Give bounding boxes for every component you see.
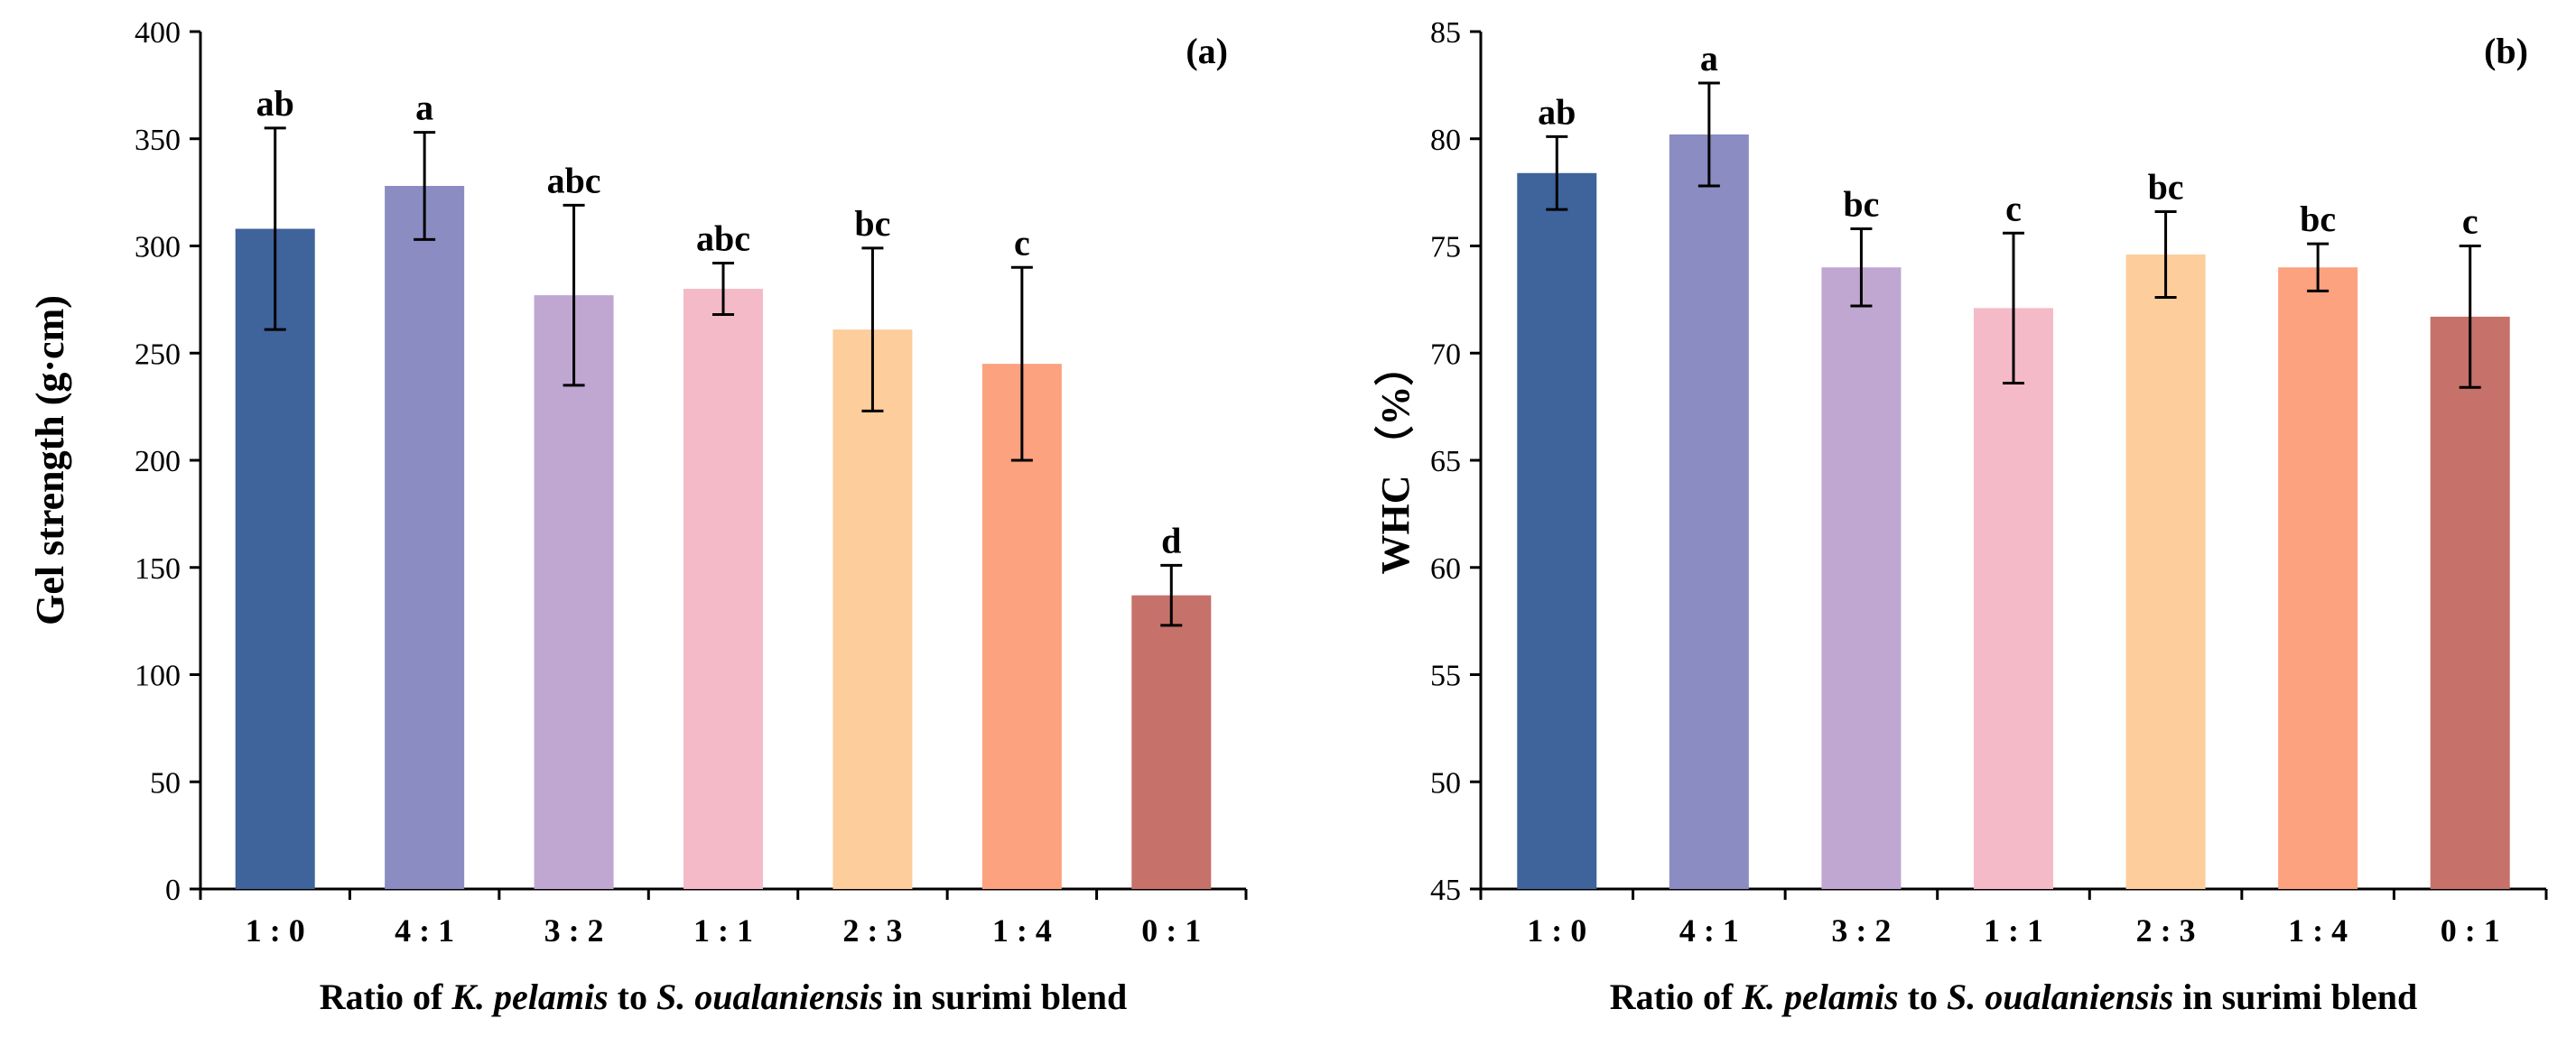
- x-tick-label: 2 : 3: [2136, 912, 2196, 949]
- x-tick-label: 1 : 0: [1527, 912, 1586, 949]
- y-tick-label: 200: [135, 445, 181, 478]
- x-axis-label-text: Ratio of: [1610, 977, 1743, 1017]
- panel-label: (a): [1186, 31, 1228, 71]
- significance-label: ab: [256, 83, 294, 124]
- y-axis-label: WHC （%）: [1373, 347, 1418, 575]
- bar: [385, 186, 465, 889]
- y-tick-label: 300: [135, 231, 181, 264]
- y-tick-label: 150: [135, 552, 181, 586]
- bar: [1517, 172, 1597, 889]
- significance-label: bc: [1843, 184, 1879, 225]
- bar: [2125, 255, 2206, 889]
- y-tick-label: 50: [1430, 766, 1461, 800]
- y-axis-label: Gel strength (g·cm): [28, 295, 72, 625]
- x-axis-label-text: to: [609, 977, 656, 1017]
- y-tick-label: 50: [150, 766, 181, 800]
- bar: [832, 329, 913, 889]
- x-axis-label-text: Ratio of: [320, 977, 452, 1017]
- y-tick-label: 250: [135, 338, 181, 371]
- y-tick-label: 75: [1430, 231, 1461, 264]
- bar: [2278, 267, 2358, 889]
- y-tick-label: 400: [135, 16, 181, 50]
- bar: [1974, 308, 2053, 889]
- bar: [2430, 316, 2510, 889]
- x-axis-label: Ratio of K. pelamis to S. oualaniensis i…: [320, 977, 1128, 1017]
- bar: [684, 289, 763, 889]
- y-tick-label: 350: [135, 124, 181, 157]
- significance-label: bc: [854, 203, 890, 244]
- x-axis-label-text: to: [1899, 977, 1947, 1017]
- x-axis-label-species: K. pelamis: [451, 977, 608, 1017]
- significance-label: abc: [696, 218, 750, 259]
- x-tick-label: 0 : 1: [1141, 912, 1201, 949]
- x-tick-label: 3 : 2: [544, 912, 604, 949]
- y-tick-label: 60: [1430, 552, 1461, 586]
- x-axis-label-species: S. oualaniensis: [1947, 977, 2173, 1017]
- significance-label: a: [1700, 38, 1718, 79]
- y-tick-label: 0: [165, 874, 181, 907]
- x-tick-label: 4 : 1: [1679, 912, 1739, 949]
- significance-label: ab: [1538, 91, 1576, 132]
- x-tick-label: 2 : 3: [842, 912, 902, 949]
- x-axis-label-species: K. pelamis: [1741, 977, 1898, 1017]
- x-tick-label: 1 : 0: [246, 912, 305, 949]
- x-tick-label: 1 : 1: [1984, 912, 2043, 949]
- chart-gel-strength: 0 50 100 150 200 250 300 350 400 ab 1 : 0 a 4 : 1 abc…: [28, 16, 1248, 1017]
- x-tick-label: 3 : 2: [1831, 912, 1891, 949]
- y-tick-label: 45: [1430, 874, 1461, 907]
- x-tick-label: 4 : 1: [395, 912, 454, 949]
- y-tick-label: 65: [1430, 445, 1461, 478]
- significance-label: bc: [2300, 199, 2336, 239]
- significance-label: c: [2005, 188, 2022, 228]
- y-tick-label: 70: [1430, 338, 1461, 371]
- y-tick-label: 100: [135, 660, 181, 693]
- bar: [1131, 595, 1212, 889]
- x-axis-label-text: in surimi blend: [883, 977, 1127, 1017]
- bar: [534, 295, 614, 889]
- y-tick-label: 80: [1430, 124, 1461, 157]
- panel-label: (b): [2484, 31, 2528, 71]
- x-axis-label-text: in surimi blend: [2173, 977, 2417, 1017]
- x-tick-label: 1 : 1: [693, 912, 753, 949]
- significance-label: c: [1014, 222, 1030, 263]
- x-tick-label: 1 : 4: [992, 912, 1052, 949]
- bar: [235, 228, 315, 889]
- y-tick-label: 85: [1430, 16, 1461, 50]
- significance-label: c: [2462, 201, 2478, 242]
- x-axis-label-species: S. oualaniensis: [656, 977, 883, 1017]
- significance-label: a: [415, 88, 433, 128]
- significance-label: d: [1161, 520, 1181, 560]
- significance-label: bc: [2148, 167, 2184, 208]
- x-axis-label: Ratio of K. pelamis to S. oualaniensis i…: [1610, 977, 2418, 1017]
- bar: [1821, 267, 1902, 889]
- x-tick-label: 0 : 1: [2441, 912, 2500, 949]
- bar: [1669, 134, 1749, 889]
- x-tick-label: 1 : 4: [2288, 912, 2348, 949]
- significance-label: abc: [547, 160, 601, 200]
- chart-whc: 45 50 55 60 65 70 75 80 85 ab 1 : 0 a 4 : 1 bc 3 : 2 c 1…: [1373, 16, 2548, 1017]
- y-tick-label: 55: [1430, 660, 1461, 693]
